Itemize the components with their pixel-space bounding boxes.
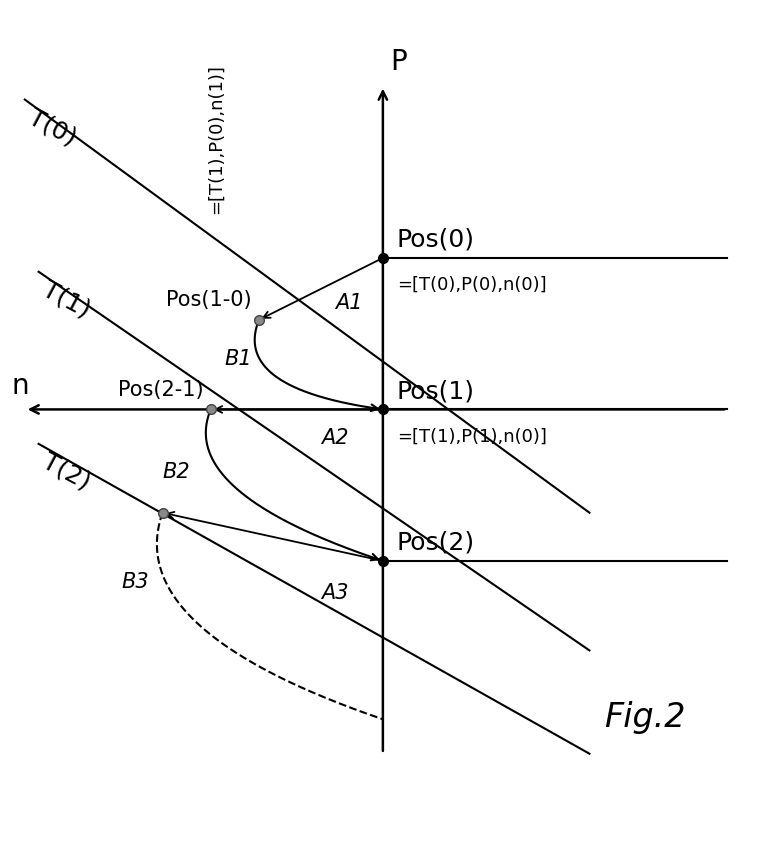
Text: A3: A3	[321, 582, 348, 602]
Text: P: P	[389, 48, 406, 76]
Text: =[T(1),P(0),n(1)]: =[T(1),P(0),n(1)]	[207, 64, 225, 214]
Text: T(1): T(1)	[38, 278, 94, 322]
Text: B2: B2	[162, 462, 190, 482]
Text: Fig.2: Fig.2	[603, 700, 685, 733]
Text: Pos(2): Pos(2)	[396, 530, 474, 554]
Text: =[T(0),P(0),n(0)]: =[T(0),P(0),n(0)]	[396, 276, 545, 294]
Text: T(2): T(2)	[38, 449, 94, 494]
Text: Pos(1-0): Pos(1-0)	[166, 290, 252, 310]
Text: n: n	[11, 371, 28, 400]
Text: Pos(1): Pos(1)	[396, 379, 474, 403]
Text: Pos(2-1): Pos(2-1)	[118, 379, 203, 400]
Text: B1: B1	[224, 348, 252, 368]
Text: A1: A1	[334, 293, 362, 313]
Text: Pos(0): Pos(0)	[396, 227, 474, 252]
Text: B3: B3	[121, 572, 148, 592]
Text: =[T(1),P(1),n(0)]: =[T(1),P(1),n(0)]	[396, 427, 546, 445]
Text: T(0): T(0)	[24, 105, 80, 150]
Text: A2: A2	[321, 427, 348, 447]
